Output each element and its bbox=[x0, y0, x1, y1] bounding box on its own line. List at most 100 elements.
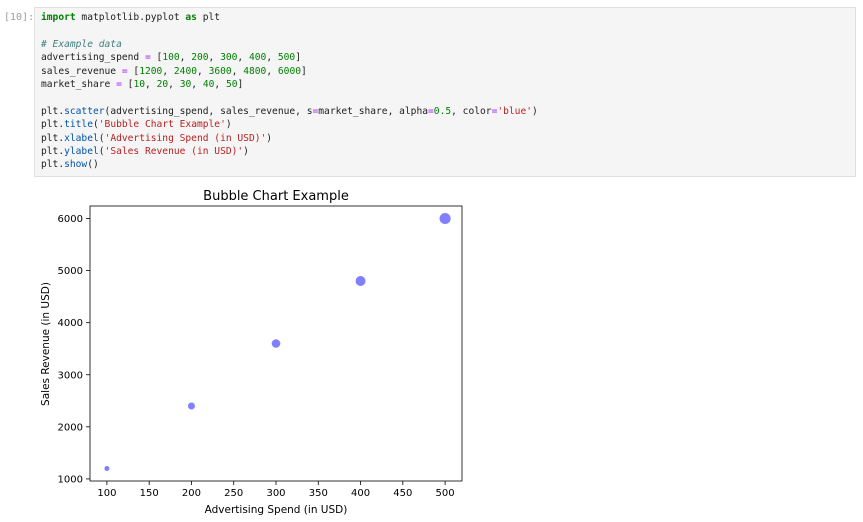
y-tick-label: 5000 bbox=[58, 266, 83, 277]
code-token: 'blue' bbox=[497, 105, 532, 117]
code-token: market_share bbox=[41, 78, 117, 90]
code-token: matplotlib.pyplot bbox=[75, 12, 186, 23]
code-token: 100 bbox=[162, 52, 180, 64]
code-token: # Example data bbox=[41, 38, 122, 50]
code-line: sales_revenue = [1200, 2400, 3600, 4800,… bbox=[41, 65, 538, 78]
code-token: , bbox=[168, 78, 180, 90]
code-token: 500 bbox=[277, 52, 296, 64]
code-token: , bbox=[266, 52, 278, 64]
code-token: = bbox=[121, 65, 128, 77]
code-line bbox=[41, 91, 538, 104]
data-point bbox=[355, 276, 366, 286]
code-token: ) bbox=[225, 119, 232, 131]
x-tick-label: 150 bbox=[140, 488, 159, 499]
code-token: as bbox=[185, 12, 197, 23]
code-token: , bbox=[179, 52, 192, 64]
code-token: 3600 bbox=[208, 65, 232, 77]
code-token: 20 bbox=[156, 78, 169, 90]
code-line: plt.xlabel('Advertising Spend (in USD)') bbox=[41, 132, 538, 145]
code-token: 0.5 bbox=[433, 105, 452, 117]
code-token: (advertising_spend, sales_revenue, s bbox=[104, 105, 313, 117]
code-token: ) bbox=[266, 132, 273, 144]
code-token: xlabel bbox=[64, 132, 99, 144]
x-tick-label: 300 bbox=[266, 488, 285, 499]
code-token: show bbox=[64, 159, 88, 171]
code-token: , bbox=[208, 52, 221, 64]
code-token: ( bbox=[93, 119, 99, 131]
code-line: advertising_spend = [100, 200, 300, 400,… bbox=[41, 51, 538, 64]
code-token: ] bbox=[295, 52, 301, 64]
code-token: 'Bubble Chart Example' bbox=[98, 119, 226, 131]
data-point bbox=[271, 339, 281, 348]
code-token: , bbox=[237, 52, 249, 64]
code-token: sales_revenue bbox=[41, 65, 122, 77]
code-token: 30 bbox=[179, 78, 192, 90]
code-cell-input[interactable]: import matplotlib.pyplot as plt # Exampl… bbox=[34, 7, 856, 177]
code-token: [ bbox=[121, 78, 134, 90]
code-line: import matplotlib.pyplot as plt bbox=[41, 11, 538, 24]
y-tick-label: 1000 bbox=[58, 474, 83, 485]
code-token: 40 bbox=[202, 78, 215, 90]
code-line: plt.ylabel('Sales Revenue (in USD)') bbox=[41, 145, 538, 158]
code-token: , bbox=[197, 65, 209, 77]
code-token: 50 bbox=[225, 78, 238, 90]
code-token: 1200 bbox=[139, 65, 163, 77]
code-line bbox=[41, 24, 538, 37]
code-token: scatter bbox=[64, 105, 105, 117]
code-token: plt. bbox=[41, 159, 65, 171]
code-token: ( bbox=[98, 132, 105, 144]
code-token: = bbox=[491, 105, 498, 117]
code-token: ] bbox=[301, 65, 307, 77]
code-token: = bbox=[116, 78, 122, 90]
code-token: [ bbox=[150, 52, 163, 64]
code-token: 400 bbox=[248, 52, 267, 64]
code-token: , bbox=[214, 78, 226, 90]
x-tick-label: 450 bbox=[393, 488, 412, 499]
code-token: plt. bbox=[41, 119, 65, 131]
code-line: # Example data bbox=[41, 38, 538, 51]
code-token: = bbox=[144, 52, 151, 64]
code-token: , bbox=[191, 78, 203, 90]
chart-title: Bubble Chart Example bbox=[203, 189, 349, 204]
y-axis-label: Sales Revenue (in USD) bbox=[40, 282, 52, 406]
code-line: market_share = [10, 20, 30, 40, 50] bbox=[41, 78, 538, 91]
code-token: 'Sales Revenue (in USD)' bbox=[104, 145, 244, 157]
x-axis-label: Advertising Spend (in USD) bbox=[205, 504, 348, 516]
x-tick-label: 100 bbox=[97, 488, 116, 499]
code-editor[interactable]: import matplotlib.pyplot as plt # Exampl… bbox=[41, 11, 538, 172]
code-token: ) bbox=[532, 105, 538, 117]
code-token: ( bbox=[98, 145, 105, 157]
code-token: 'Advertising Spend (in USD)' bbox=[104, 132, 267, 144]
bubble-chart: Bubble Chart Example 100 150 200 250 300 350 4… bbox=[40, 189, 463, 516]
code-token: , bbox=[266, 65, 278, 77]
code-token: 10 bbox=[133, 78, 145, 90]
code-line: plt.title('Bubble Chart Example') bbox=[41, 118, 538, 131]
x-tick-label: 250 bbox=[224, 488, 243, 499]
code-token: 300 bbox=[220, 52, 238, 64]
code-token: , bbox=[162, 65, 174, 77]
code-token: = bbox=[312, 105, 319, 117]
code-token: plt. bbox=[41, 105, 65, 117]
code-token: plt. bbox=[41, 132, 65, 144]
code-token: () bbox=[87, 159, 99, 171]
y-tick-label: 4000 bbox=[58, 318, 83, 329]
data-point bbox=[187, 402, 195, 410]
code-token: , bbox=[145, 78, 157, 90]
code-token: plt bbox=[196, 12, 221, 23]
code-token: ylabel bbox=[64, 145, 99, 157]
code-token: title bbox=[64, 119, 93, 131]
data-point bbox=[439, 212, 451, 225]
code-token: 2400 bbox=[173, 65, 197, 77]
y-tick-label: 3000 bbox=[58, 370, 83, 381]
x-tick-label: 200 bbox=[182, 488, 201, 499]
code-line: plt.show() bbox=[41, 158, 538, 171]
code-token: 4800 bbox=[243, 65, 267, 77]
code-token: , color bbox=[451, 105, 492, 117]
x-tick-label: 350 bbox=[309, 488, 328, 499]
code-token: , bbox=[231, 65, 244, 77]
code-token: [ bbox=[127, 65, 140, 77]
code-token: ] bbox=[237, 78, 244, 90]
code-token: 200 bbox=[191, 52, 209, 64]
y-tick-label: 2000 bbox=[58, 422, 83, 433]
code-token: import bbox=[41, 12, 76, 23]
